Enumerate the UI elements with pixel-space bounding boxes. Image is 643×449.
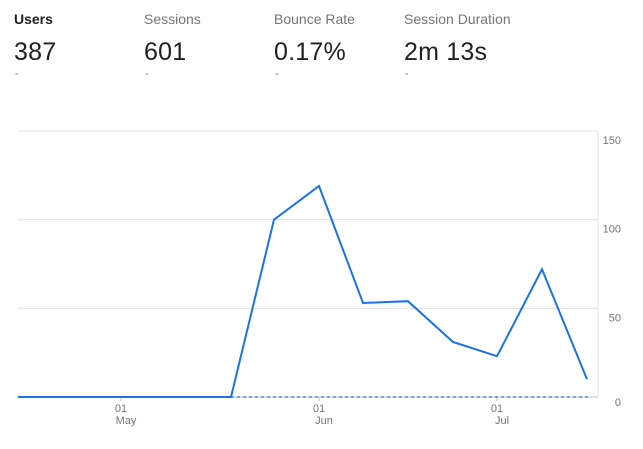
metric-change: -: [405, 68, 409, 80]
x-tick-month: Jul: [495, 415, 509, 427]
data-point[interactable]: [193, 394, 199, 400]
metric-label: Session Duration: [404, 11, 511, 27]
metric-label: Users: [14, 11, 53, 27]
metric-value: 601: [144, 38, 187, 66]
y-tick-label: 50: [609, 312, 621, 324]
metric-change: -: [145, 68, 149, 80]
data-point[interactable]: [148, 394, 154, 400]
metric-change: -: [15, 68, 19, 80]
x-tick-day: 01: [491, 403, 503, 415]
x-tick-month: May: [116, 415, 137, 427]
data-point[interactable]: [228, 394, 234, 400]
y-tick-label: 100: [603, 224, 621, 236]
users-series-line[interactable]: [18, 184, 588, 398]
data-point[interactable]: [494, 353, 500, 359]
data-point[interactable]: [450, 339, 456, 345]
x-tick-month: Jun: [315, 415, 333, 427]
data-point[interactable]: [316, 183, 322, 189]
metrics-bar: Users 387 - Sessions 601 - Bounce Rate 0…: [0, 0, 643, 100]
x-tick-day: 01: [115, 403, 127, 415]
data-point[interactable]: [15, 394, 21, 400]
x-tick-day: 01: [313, 403, 325, 415]
metric-value: 0.17%: [274, 38, 346, 66]
y-tick-label: 150: [603, 135, 621, 147]
metric-label: Bounce Rate: [274, 11, 355, 27]
data-point[interactable]: [104, 394, 110, 400]
metric-change: -: [275, 68, 279, 80]
metric-label: Sessions: [144, 11, 201, 27]
chart-series[interactable]: [15, 183, 590, 400]
data-point[interactable]: [271, 217, 277, 223]
metric-value: 2m 13s: [404, 38, 488, 66]
data-point[interactable]: [360, 300, 366, 306]
y-tick-label: 0: [615, 397, 621, 409]
chart-y-axis: 150 100 50 0: [603, 135, 621, 409]
metric-bounce-rate[interactable]: Bounce Rate 0.17% -: [274, 0, 394, 96]
chart-grid: [18, 130, 599, 398]
metric-value: 387: [14, 38, 57, 66]
data-point[interactable]: [59, 394, 65, 400]
data-point[interactable]: [539, 266, 545, 272]
metric-session-duration[interactable]: Session Duration 2m 13s -: [404, 0, 554, 96]
data-point[interactable]: [584, 376, 590, 382]
metric-sessions[interactable]: Sessions 601 -: [144, 0, 264, 96]
metric-users[interactable]: Users 387 -: [14, 0, 134, 96]
data-point[interactable]: [405, 298, 411, 304]
